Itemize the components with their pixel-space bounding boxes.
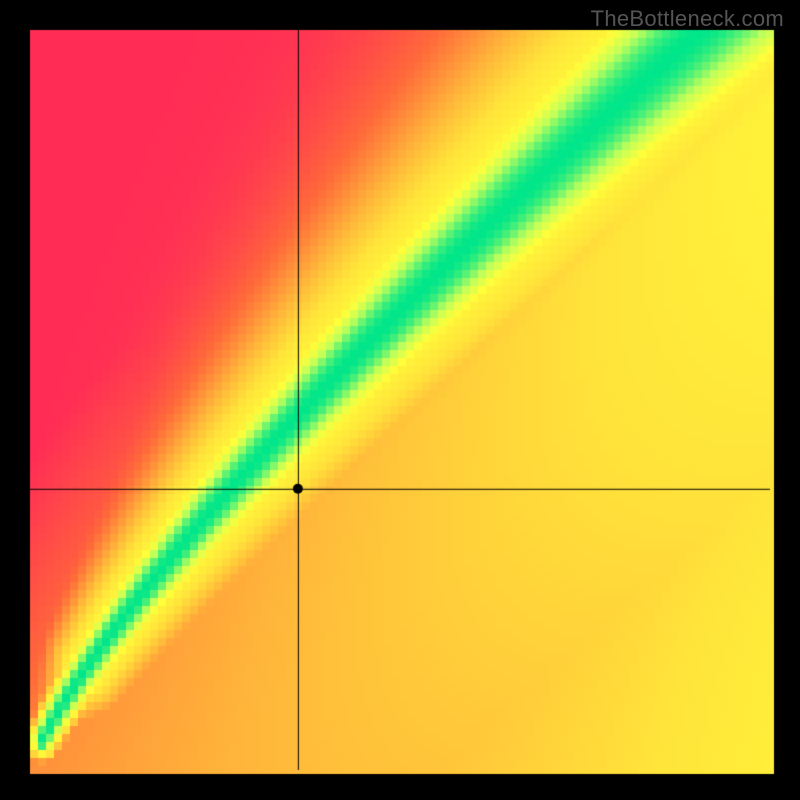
bottleneck-heatmap-canvas bbox=[0, 0, 800, 800]
watermark-text: TheBottleneck.com bbox=[591, 6, 784, 32]
bottleneck-heatmap-card: TheBottleneck.com bbox=[0, 0, 800, 800]
